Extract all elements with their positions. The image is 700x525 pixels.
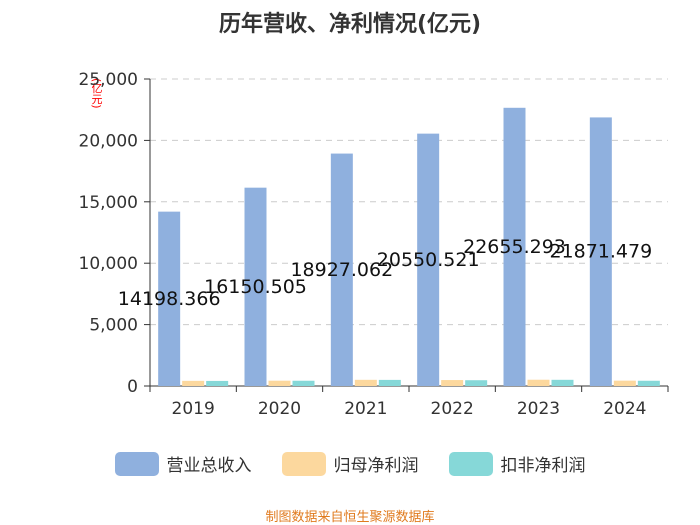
legend-swatch-net-profit [281,451,326,476]
bar-revenue [158,211,181,386]
bar-net-profit [354,379,377,386]
data-label-revenue: 16150.505 [204,276,307,298]
y-tick-label: 25,000 [79,70,138,90]
data-label-revenue: 14198.366 [118,288,221,310]
bar-deducted-net-profit [465,380,488,386]
bar-deducted-net-profit [378,379,401,386]
legend-item-revenue[interactable]: 营业总收入 [114,451,252,476]
data-label-revenue: 21871.479 [549,241,652,263]
y-tick-label: 20,000 [79,131,138,151]
data-source-note: 制图数据来自恒生聚源数据库 [265,510,435,525]
bar-net-profit [268,380,291,386]
legend-item-net-profit[interactable]: 归母净利润 [281,451,419,476]
bar-net-profit [441,380,464,386]
legend-swatch-deducted-net-profit [448,451,493,476]
x-tick-label: 2024 [603,399,646,419]
bar-deducted-net-profit [292,380,315,386]
x-tick-label: 2021 [344,399,387,419]
bar-deducted-net-profit [551,379,574,386]
bar-deducted-net-profit [637,380,660,386]
legend-item-deducted-net-profit[interactable]: 扣非净利润 [448,451,586,476]
legend-swatch-revenue [114,451,159,476]
legend-label-net-profit: 归母净利润 [333,456,419,476]
y-tick-label: 0 [127,377,138,397]
x-tick-label: 2020 [258,399,301,419]
bar-deducted-net-profit [206,380,229,386]
bar-revenue [417,133,440,386]
x-tick-label: 2023 [517,399,560,419]
data-label-revenue: 18927.062 [290,259,393,281]
bar-revenue [589,117,612,386]
bar-revenue [330,153,353,386]
chart-title: 历年营收、净利情况(亿元) [218,12,482,37]
data-label-revenue: 22655.293 [463,236,566,258]
y-tick-label: 5,000 [89,316,138,336]
legend-label-deducted-net-profit: 扣非净利润 [500,456,586,476]
legend: 营业总收入 归母净利润 扣非净利润 [0,451,700,476]
y-tick-label: 10,000 [79,254,138,274]
bar-net-profit [613,380,636,386]
data-label-revenue: 20550.521 [377,249,480,271]
x-tick-label: 2019 [172,399,215,419]
legend-label-revenue: 营业总收入 [166,456,252,476]
y-tick-label: 15,000 [79,193,138,213]
bar-revenue [244,187,267,386]
bar-revenue [503,107,526,386]
bar-net-profit [527,379,550,386]
y-axis-unit-label: (亿元) [90,78,103,109]
x-tick-label: 2022 [431,399,474,419]
bar-net-profit [182,380,205,386]
